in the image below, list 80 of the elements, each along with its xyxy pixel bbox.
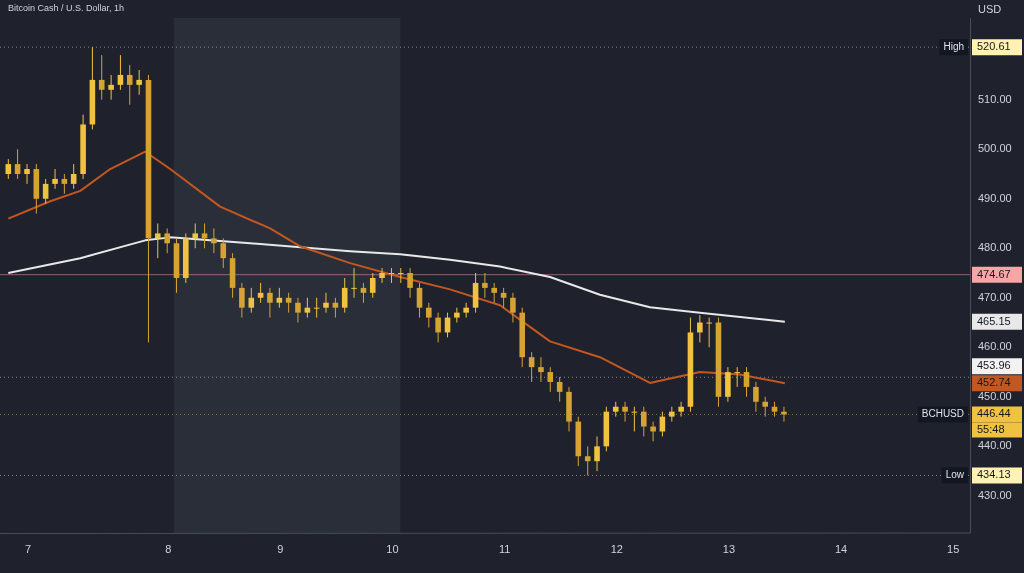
y-tick-label: 430.00 bbox=[978, 488, 1012, 501]
ref-line-label: BCHUSD bbox=[921, 408, 965, 420]
y-tick-label: 460.00 bbox=[978, 340, 1012, 353]
candlestick bbox=[379, 267, 385, 284]
x-tick-label: 12 bbox=[610, 542, 623, 555]
text: 453.96 bbox=[977, 359, 1011, 372]
candlestick bbox=[351, 267, 357, 299]
candlestick bbox=[295, 297, 301, 324]
ref-line-label: High bbox=[943, 40, 965, 52]
candlestick bbox=[24, 163, 30, 185]
x-tick-label: 11 bbox=[498, 542, 511, 555]
candlestick bbox=[239, 282, 245, 319]
candlestick bbox=[538, 356, 544, 383]
candlestick bbox=[369, 272, 376, 299]
text: USD bbox=[978, 3, 1002, 16]
candlestick bbox=[416, 282, 423, 319]
text: 55:48 bbox=[977, 423, 1005, 436]
candlestick bbox=[42, 178, 49, 205]
candlestick bbox=[220, 237, 227, 269]
candlestick bbox=[510, 292, 516, 324]
candlestick bbox=[70, 163, 77, 190]
candlestick bbox=[594, 435, 600, 472]
y-tick-label: 440.00 bbox=[978, 439, 1012, 452]
candlestick bbox=[491, 282, 497, 304]
candlestick bbox=[426, 302, 432, 328]
x-tick-label: 15 bbox=[947, 542, 960, 555]
candlestick bbox=[762, 396, 769, 418]
y-tick-label: 470.00 bbox=[978, 290, 1012, 303]
candlestick bbox=[108, 74, 114, 101]
text: 452.74 bbox=[977, 376, 1011, 389]
ref-line-label: Low bbox=[945, 469, 965, 481]
text: 520.61 bbox=[977, 40, 1011, 53]
chart-title: Bitcoin Cash / U.S. Dollar, 1h bbox=[8, 3, 125, 14]
text: 434.13 bbox=[977, 468, 1011, 481]
candlestick bbox=[734, 366, 740, 388]
y-tick-label: 500.00 bbox=[978, 142, 1012, 155]
candlestick bbox=[454, 307, 460, 324]
y-tick-label: 450.00 bbox=[978, 389, 1012, 402]
x-tick-label: 7 bbox=[24, 542, 32, 555]
candlestick bbox=[154, 223, 161, 259]
text: 446.44 bbox=[977, 407, 1011, 420]
candlestick bbox=[267, 287, 273, 319]
y-tick-label: 510.00 bbox=[978, 92, 1012, 105]
candlestick bbox=[528, 351, 535, 383]
candlestick bbox=[697, 314, 703, 343]
x-tick-label: 8 bbox=[165, 542, 172, 555]
candlestick bbox=[678, 401, 684, 418]
y-tick-label: 490.00 bbox=[978, 191, 1012, 204]
candlestick bbox=[52, 168, 58, 190]
candlestick bbox=[706, 317, 712, 348]
candlestick bbox=[407, 267, 413, 299]
candlestick bbox=[743, 366, 750, 398]
x-tick-label: 9 bbox=[277, 542, 284, 555]
text: 465.15 bbox=[977, 314, 1011, 327]
candlestick bbox=[5, 158, 12, 180]
candlestick bbox=[341, 277, 348, 314]
candlestick bbox=[248, 287, 255, 314]
candlestick bbox=[136, 69, 142, 96]
x-tick-label: 14 bbox=[834, 542, 848, 555]
x-tick-label: 13 bbox=[722, 542, 736, 555]
candlestick bbox=[435, 312, 441, 343]
candlestick bbox=[192, 223, 199, 249]
candlestick bbox=[117, 54, 124, 91]
candlestick bbox=[14, 148, 21, 180]
x-tick-label: 10 bbox=[386, 542, 399, 555]
y-tick-label: 480.00 bbox=[978, 241, 1012, 254]
candlestick bbox=[641, 406, 647, 437]
text: 474.67 bbox=[977, 267, 1011, 280]
candlestick bbox=[753, 381, 759, 413]
candlestick bbox=[98, 54, 105, 101]
candlestick bbox=[482, 272, 488, 299]
candlestick bbox=[547, 366, 554, 393]
candlestick bbox=[164, 227, 170, 254]
candlestick bbox=[126, 64, 133, 106]
candlestick bbox=[397, 267, 404, 284]
candlestick bbox=[584, 445, 591, 476]
candlestick bbox=[323, 292, 329, 314]
candlestick bbox=[622, 401, 628, 423]
candlestick bbox=[211, 227, 217, 254]
candlestick bbox=[556, 376, 563, 403]
